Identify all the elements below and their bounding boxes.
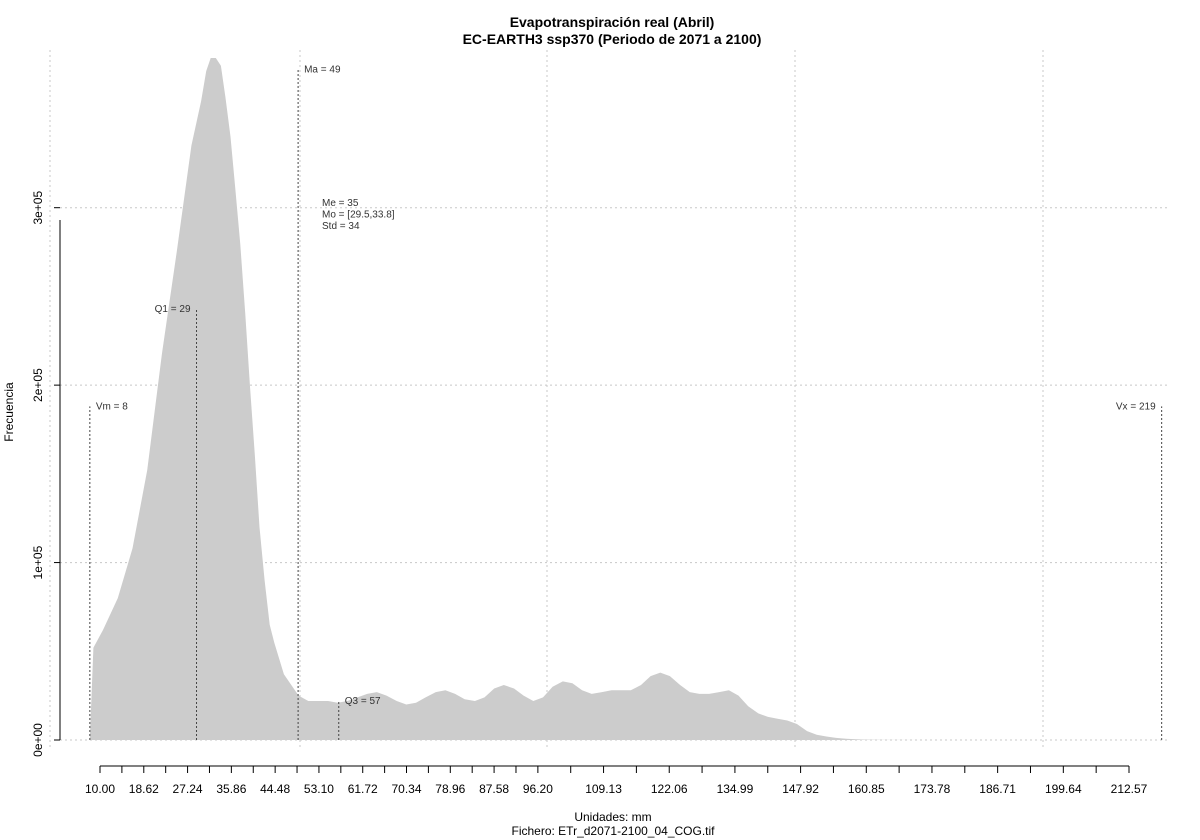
x-tick-label-19: 212.57 [1111, 782, 1148, 796]
x-tick-label-4: 44.48 [260, 782, 290, 796]
x-tick-label-7: 70.34 [391, 782, 421, 796]
x-tick-label-8: 78.96 [435, 782, 465, 796]
x-tick-label-9: 87.58 [479, 782, 509, 796]
y-tick-label-0: 0e+00 [31, 723, 45, 757]
marker-label-q3: Q3 = 57 [345, 696, 381, 707]
x-tick-label-10: 96.20 [523, 782, 553, 796]
x-tick-label-2: 27.24 [173, 782, 203, 796]
density-area [89, 58, 1157, 740]
chart-title: Evapotranspiración real (Abril) [510, 14, 715, 30]
statistic-markers: Vm = 8 Q1 = 29 Ma = 49 Q3 = 57 Vx = 219 [89, 64, 1163, 740]
stat-line-1: Mo = [29.5,33.8] [322, 210, 395, 221]
x-tick-label-12: 122.06 [651, 782, 688, 796]
y-axis-label: Frecuencia [2, 382, 16, 442]
x-tick-label-14: 147.92 [782, 782, 819, 796]
x-tick-label-15: 160.85 [848, 782, 885, 796]
x-tick-label-3: 35.86 [216, 782, 246, 796]
x-tick-label-13: 134.99 [717, 782, 754, 796]
x-tick-label-1: 18.62 [129, 782, 159, 796]
stat-line-0: Me = 35 [322, 198, 359, 209]
x-tick-label-18: 199.64 [1045, 782, 1082, 796]
marker-label-ma: Ma = 49 [304, 64, 341, 75]
x-axis: 10.00 18.62 27.24 35.86 44.48 53.10 61.72 70.34… [85, 765, 1148, 796]
chart-subtitle: EC-EARTH3 ssp370 (Periodo de 2071 a 2100… [463, 31, 762, 47]
x-tick-label-6: 61.72 [348, 782, 378, 796]
x-tick-label-16: 173.78 [914, 782, 951, 796]
stat-line-2: Std = 34 [322, 221, 360, 232]
y-tick-label-3: 3e+05 [31, 191, 45, 225]
y-axis: 0e+00 1e+05 2e+05 3e+05 [31, 191, 61, 757]
x-tick-label-0: 10.00 [85, 782, 115, 796]
x-tick-label-5: 53.10 [304, 782, 334, 796]
x-axis-label: Unidades: mm [574, 810, 651, 824]
x-tick-label-11: 109.13 [585, 782, 622, 796]
file-caption: Fichero: ETr_d2071-2100_04_COG.tif [512, 824, 716, 838]
marker-label-vm: Vm = 8 [96, 401, 128, 412]
marker-label-vx: Vx = 219 [1116, 401, 1156, 412]
y-tick-label-2: 2e+05 [31, 368, 45, 402]
y-tick-label-1: 1e+05 [31, 545, 45, 579]
x-tick-label-17: 186.71 [979, 782, 1016, 796]
marker-label-q1: Q1 = 29 [155, 304, 191, 315]
